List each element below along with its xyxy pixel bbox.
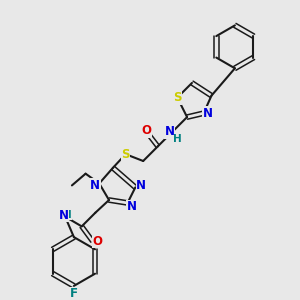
Text: N: N [202,107,213,120]
Text: O: O [92,235,102,248]
Text: S: S [122,148,130,161]
Text: N: N [90,179,100,192]
Text: O: O [141,124,151,137]
Text: F: F [70,287,78,300]
Text: S: S [173,91,182,104]
Text: N: N [164,125,175,138]
Text: H: H [63,210,71,220]
Text: N: N [136,179,146,192]
Text: N: N [59,208,69,222]
Text: N: N [127,200,136,213]
Text: H: H [173,134,182,144]
